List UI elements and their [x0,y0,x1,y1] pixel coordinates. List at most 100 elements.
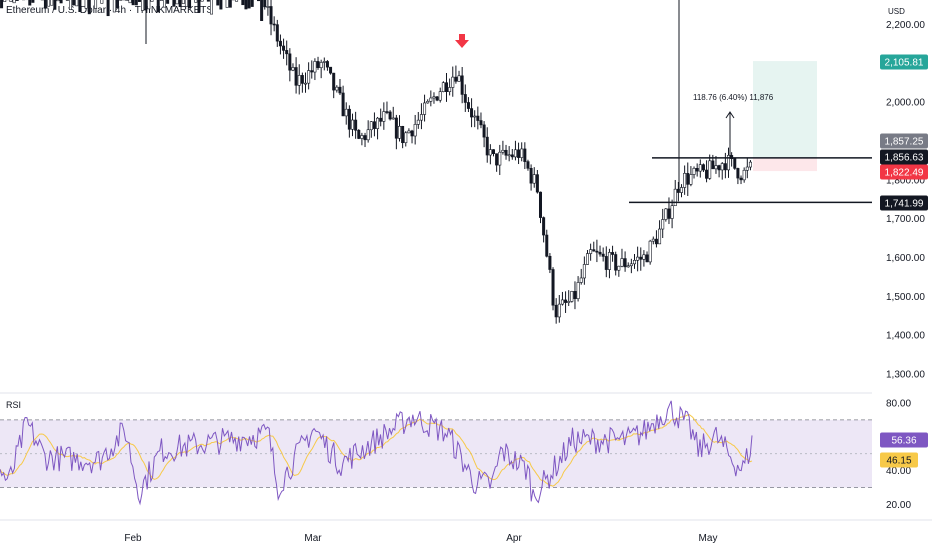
candle-body [335,86,339,91]
candle-body [423,102,427,115]
candle-body [31,0,35,3]
candle-body [297,75,301,86]
candle-body [598,251,602,255]
candle-body [310,70,314,73]
candle-body [354,119,358,131]
candle-body [15,0,19,1]
candle-body [285,50,289,55]
candle-body [654,238,658,245]
candle-body [542,217,546,236]
time-tick-label: Feb [124,533,142,544]
candle-body [723,163,727,171]
candle-body [745,166,749,171]
candle-body [116,0,120,9]
candle-body [382,111,386,122]
price-tick-label: 1,800.00 [886,175,925,186]
candle-body [134,0,138,6]
rsi-ma-value-tag: 46.15 [886,456,911,467]
candle-body [266,6,270,8]
rsi-ma-value-tag-bg [880,452,918,468]
candle-body [125,0,129,1]
candle-body [733,158,737,169]
candle-body [332,72,336,91]
candle-body [629,263,633,267]
candle-body [686,173,690,185]
candle-body [526,161,530,169]
candle-body [482,124,486,138]
time-tick-label: Apr [506,533,522,544]
candle-body [441,82,445,92]
candle-body [413,124,417,137]
candle-body [372,121,376,129]
candle-body [235,0,239,2]
price-tick-label: 1,400.00 [886,331,925,342]
candle-body [241,0,245,6]
candle-body [698,164,702,172]
candle-body [360,135,364,139]
candle-body [664,208,668,220]
candle-body [582,264,586,279]
candle-body [219,0,223,10]
candle-body [689,174,693,185]
candle-body [535,174,539,193]
candle-body [604,256,608,270]
candle-body [43,0,47,9]
candle-body [291,67,295,71]
candle-body [564,299,568,303]
candle-body [106,0,110,17]
candle-body [391,117,395,120]
candle-body [94,0,98,9]
candle-body [614,254,618,271]
measure-arrow-head-icon [725,111,735,119]
candle-body [350,119,354,130]
candle-body [56,0,60,2]
candle-body [623,258,627,268]
price-tick-label: 1,700.00 [886,214,925,225]
candle-body [538,191,542,218]
candle-body [579,277,583,283]
candle-body [705,169,709,179]
candle-body [410,130,414,137]
candle-body [532,174,536,184]
candle-body [322,61,326,63]
rsi-tick-label: 40.00 [886,466,911,477]
candle-body [479,120,483,126]
price-tag: 1,856.63 [885,153,924,164]
candle-body [510,154,514,158]
candle-body [163,0,167,8]
time-tick-label: Mar [304,533,322,544]
candle-body [12,0,16,4]
price-tag: 1,822.49 [885,168,924,179]
candle-body [595,250,599,253]
rsi-tick-label: 80.00 [886,399,911,410]
candle-body [263,0,267,8]
time-axis: Feb Mar Apr May [0,519,932,544]
candle-body [495,153,499,166]
candle-body [228,0,232,8]
candle-body [473,115,477,118]
candle-body [570,291,574,302]
candle-body [454,76,458,82]
candle-body [416,119,420,125]
candle-body [711,160,715,170]
candle-body [470,108,474,118]
candle-body [3,0,7,2]
candle-body [520,148,524,158]
candle-body [448,87,452,92]
candle-body [385,111,389,113]
candle-body [112,0,116,13]
candle-body [501,149,505,153]
candle-body [611,252,615,255]
candle-body [166,0,170,4]
candle-body [156,0,160,13]
candle-body [523,148,527,162]
down-arrow-icon [455,34,469,48]
candle-body [739,177,743,181]
candle-body [701,164,705,171]
candle-body [272,23,276,26]
candle-body [726,155,730,171]
candle-body [438,91,442,101]
candle-body [557,303,561,318]
